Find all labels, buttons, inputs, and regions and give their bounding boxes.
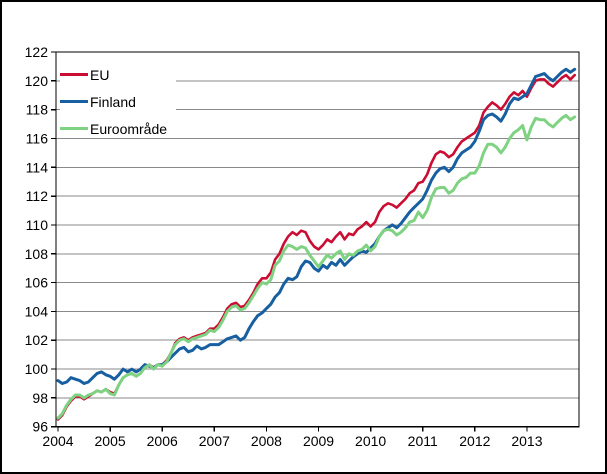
legend-item-euro-area: Euroområde xyxy=(60,115,176,142)
legend-line-swatch-eu xyxy=(60,73,88,76)
x-tick-label: 2007 xyxy=(199,433,230,449)
y-tick-label: 120 xyxy=(25,73,49,89)
series-line-euroområde xyxy=(56,113,577,420)
legend-line-swatch-euro-area xyxy=(60,127,88,130)
y-tick-label: 96 xyxy=(32,419,48,435)
chart-legend: EU Finland Euroområde xyxy=(60,61,176,137)
y-tick-label: 110 xyxy=(26,217,49,233)
x-tick-label: 2011 xyxy=(408,433,438,449)
x-tick-label: 2005 xyxy=(95,433,126,449)
x-tick-label: 2012 xyxy=(459,433,490,449)
y-tick-label: 106 xyxy=(25,275,49,291)
x-tick-label: 2013 xyxy=(511,433,542,449)
legend-label-euro-area: Euroområde xyxy=(90,120,168,137)
legend-item-eu: EU xyxy=(60,61,176,88)
y-tick-label: 104 xyxy=(25,303,49,319)
y-tick-label: 118 xyxy=(26,102,49,118)
legend-label-eu: EU xyxy=(90,66,110,83)
legend-line-swatch-finland xyxy=(60,100,88,103)
y-tick-label: 116 xyxy=(26,130,49,146)
legend-item-finland: Finland xyxy=(60,88,176,115)
y-tick-label: 98 xyxy=(32,390,48,406)
series-line-finland xyxy=(56,67,577,385)
y-tick-label: 114 xyxy=(26,159,49,175)
y-tick-label: 122 xyxy=(25,44,49,60)
plot-frame xyxy=(55,51,580,428)
y-tick-label: 102 xyxy=(25,332,49,348)
x-tick-label: 2006 xyxy=(147,433,178,449)
x-tick-label: 2010 xyxy=(355,433,386,449)
y-tick-label: 112 xyxy=(26,188,49,204)
y-tick-label: 100 xyxy=(25,361,49,377)
x-tick-label: 2008 xyxy=(251,433,282,449)
legend-label-finland: Finland xyxy=(90,93,136,110)
x-tick-label: 2009 xyxy=(303,433,334,449)
x-tick-label: 2004 xyxy=(42,433,73,449)
y-tick-label: 108 xyxy=(25,246,49,262)
